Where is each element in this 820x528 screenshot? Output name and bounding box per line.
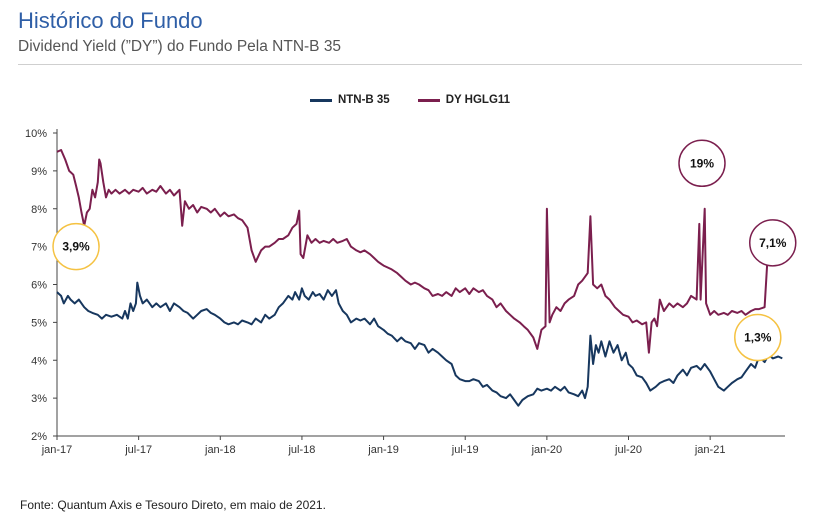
source-note: Fonte: Quantum Axis e Tesouro Direto, em… bbox=[20, 498, 326, 512]
legend-item-ntnb35: NTN-B 35 bbox=[309, 94, 390, 106]
x-tick-label: jul-20 bbox=[614, 444, 642, 456]
y-tick-label: 8% bbox=[31, 204, 47, 216]
y-tick-label: 10% bbox=[25, 128, 47, 140]
x-tick-label: jan-19 bbox=[367, 444, 399, 456]
x-tick-label: jan-17 bbox=[41, 444, 73, 456]
page-title: Histórico do Fundo bbox=[18, 8, 203, 33]
x-tick-label: jan-21 bbox=[694, 444, 726, 456]
y-tick-label: 3% bbox=[31, 393, 47, 405]
legend-swatch-hglg11 bbox=[417, 98, 440, 102]
y-tick-label: 7% bbox=[31, 242, 47, 254]
x-tick-label: jul-18 bbox=[287, 444, 315, 456]
annotation-circle bbox=[678, 139, 726, 188]
series-line-hglg11 bbox=[56, 149, 771, 354]
annotation-label: 3,9% bbox=[62, 240, 90, 254]
annotation-circle bbox=[734, 313, 782, 362]
y-tick-label: 2% bbox=[31, 431, 47, 443]
y-tick-label: 6% bbox=[31, 280, 47, 292]
x-tick-label: jul-17 bbox=[124, 444, 152, 456]
y-tick-label: 9% bbox=[31, 166, 47, 178]
legend-item-hglg11: DY HGLG11 bbox=[417, 94, 511, 106]
x-tick-label: jan-20 bbox=[531, 444, 563, 456]
page-subtitle: Dividend Yield (”DY”) do Fundo Pela NTN-… bbox=[18, 38, 342, 55]
header-divider bbox=[18, 64, 802, 65]
annotation-circle bbox=[52, 222, 100, 271]
x-tick-label: jul-19 bbox=[451, 444, 479, 456]
series-line-ntnb35 bbox=[56, 281, 783, 407]
annotation-label: 1,3% bbox=[744, 331, 772, 345]
annotation-circle bbox=[749, 219, 797, 267]
chart-legend: NTN-B 35 DY HGLG11 bbox=[0, 94, 820, 106]
annotation-label: 19% bbox=[690, 156, 714, 170]
annotation-label: 7,1% bbox=[759, 236, 787, 250]
legend-label-ntnb35: NTN-B 35 bbox=[337, 94, 390, 106]
y-tick-label: 4% bbox=[31, 355, 47, 367]
y-tick-label: 5% bbox=[31, 317, 47, 329]
legend-swatch-ntnb35 bbox=[309, 98, 332, 102]
x-tick-label: jan-18 bbox=[204, 444, 236, 456]
legend-label-hglg11: DY HGLG11 bbox=[445, 94, 511, 106]
